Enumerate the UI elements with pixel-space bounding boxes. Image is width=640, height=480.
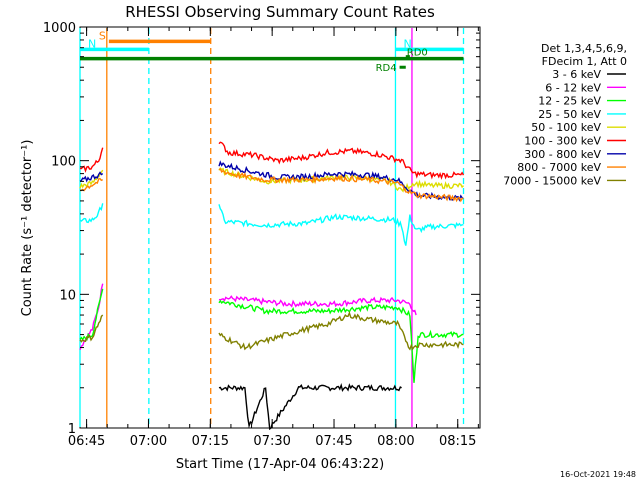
series-line	[218, 295, 417, 316]
x-tick-label: 08:00	[377, 434, 414, 449]
y-tick-label: 1000	[43, 21, 76, 36]
series-line	[218, 310, 464, 351]
chart-title: RHESSI Observing Summary Count Rates	[125, 3, 435, 21]
y-tick-label: 10	[59, 288, 76, 303]
series-line	[218, 204, 464, 246]
mode-bar-label: N	[403, 37, 411, 50]
legend-entry-label: 50 - 100 keV	[531, 121, 601, 134]
x-tick-label: 08:15	[439, 434, 476, 449]
x-tick-label: 07:45	[315, 434, 352, 449]
x-tick-label: 07:30	[253, 434, 290, 449]
series-line	[218, 382, 402, 431]
series-line	[79, 288, 104, 341]
legend-header-line: FDecim 1, Att 0	[542, 55, 627, 68]
legend-entry-label: 3 - 6 keV	[552, 68, 601, 81]
legend-entry-label: 25 - 50 keV	[538, 108, 601, 121]
legend: Det 1,3,4,5,6,9,FDecim 1, Att 03 - 6 keV…	[503, 42, 627, 187]
series-line	[79, 283, 104, 350]
legend-header-line: Det 1,3,4,5,6,9,	[541, 42, 627, 55]
x-axis-ticks: 06:45 07:00 07:15 07:30 07:45 08:00 08:15	[68, 27, 479, 449]
legend-entry-label: 7000 - 15000 keV	[503, 174, 601, 187]
y-axis-label: Count Rate (s⁻¹ detector⁻¹)	[20, 140, 35, 317]
series-line	[218, 299, 464, 383]
legend-entry-label: 6 - 12 keV	[545, 81, 601, 94]
x-tick-label: 07:00	[130, 434, 167, 449]
legend-entry-label: 800 - 7000 keV	[517, 161, 601, 174]
legend-entry-label: 300 - 800 keV	[524, 148, 601, 161]
series-line	[218, 168, 464, 203]
series-line	[79, 203, 104, 224]
mode-tag-label: RD0	[407, 48, 428, 59]
series-group	[79, 141, 465, 431]
footer-timestamp: 16-Oct-2021 19:48	[560, 470, 636, 479]
vertical-markers	[79, 28, 465, 427]
mode-bar-label: S	[99, 29, 106, 42]
x-tick-label: 07:15	[192, 434, 229, 449]
series-line	[79, 171, 104, 183]
series-line	[79, 147, 104, 173]
y-tick-label: 1	[68, 422, 76, 437]
mode-bar-label: N	[88, 37, 96, 50]
series-line	[218, 141, 465, 180]
mode-tag-label: RD4	[376, 63, 397, 74]
y-tick-label: 100	[51, 155, 76, 170]
y-axis-ticks: 1 10 100 1000	[43, 21, 480, 437]
legend-entry-label: 100 - 300 keV	[524, 135, 601, 148]
x-axis-label: Start Time (17-Apr-04 06:43:22)	[176, 457, 384, 472]
x-tick-label: 06:45	[68, 434, 105, 449]
series-line	[79, 169, 104, 189]
plot-frame	[79, 26, 481, 429]
series-line	[79, 314, 104, 343]
legend-entry-label: 12 - 25 keV	[538, 95, 601, 108]
